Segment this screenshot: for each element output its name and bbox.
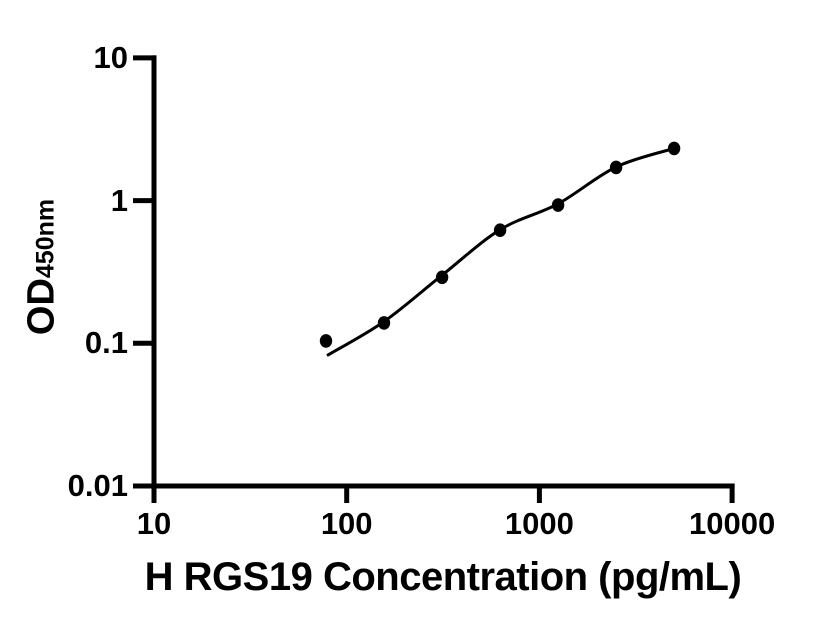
y-tick-label-1: 1 — [110, 182, 128, 218]
data-point-marker — [667, 141, 681, 156]
y-axis-title-subscript: 450nm — [31, 198, 60, 279]
y-tick-label-0p1: 0.1 — [84, 325, 128, 361]
data-point-marker — [551, 198, 565, 212]
y-tick-label-0p01: 0.01 — [67, 468, 128, 503]
data-point-marker — [609, 160, 623, 175]
x-tick-label-10000: 10000 — [688, 506, 776, 541]
y-tick-label-10: 10 — [93, 39, 128, 75]
data-point-marker — [377, 316, 391, 330]
data-point-marker — [435, 270, 449, 285]
x-tick-label-100: 100 — [320, 506, 373, 541]
x-tick-label-1000: 1000 — [504, 506, 574, 541]
data-point-marker — [493, 223, 507, 237]
x-axis-title: H RGS19 Concentration (pg/mL) — [144, 555, 742, 599]
data-point-marker — [319, 334, 333, 348]
x-tick-label-10: 10 — [136, 506, 172, 541]
y-axis-title-main: OD — [20, 278, 63, 336]
